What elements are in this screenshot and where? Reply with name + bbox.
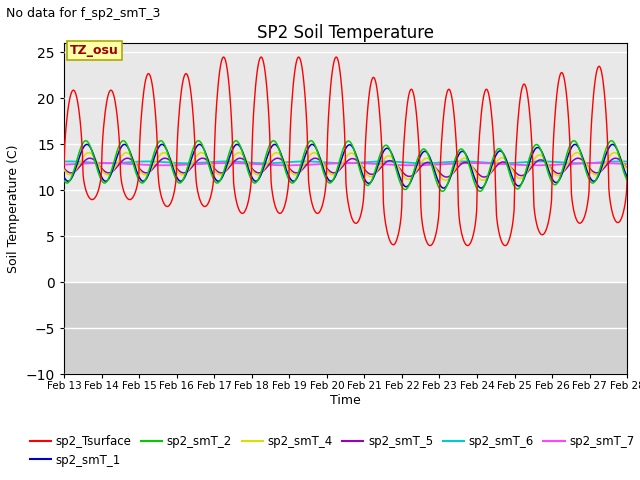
- Bar: [64, 43, 627, 282]
- Y-axis label: Soil Temperature (C): Soil Temperature (C): [7, 144, 20, 273]
- X-axis label: Time: Time: [330, 394, 361, 407]
- Bar: [64, 282, 627, 374]
- Text: No data for f_sp2_smT_3: No data for f_sp2_smT_3: [6, 7, 161, 20]
- Text: TZ_osu: TZ_osu: [70, 44, 118, 57]
- Title: SP2 Soil Temperature: SP2 Soil Temperature: [257, 24, 434, 42]
- Legend: sp2_Tsurface, sp2_smT_1, sp2_smT_2, sp2_smT_4, sp2_smT_5, sp2_smT_6, sp2_smT_7: sp2_Tsurface, sp2_smT_1, sp2_smT_2, sp2_…: [25, 430, 639, 471]
